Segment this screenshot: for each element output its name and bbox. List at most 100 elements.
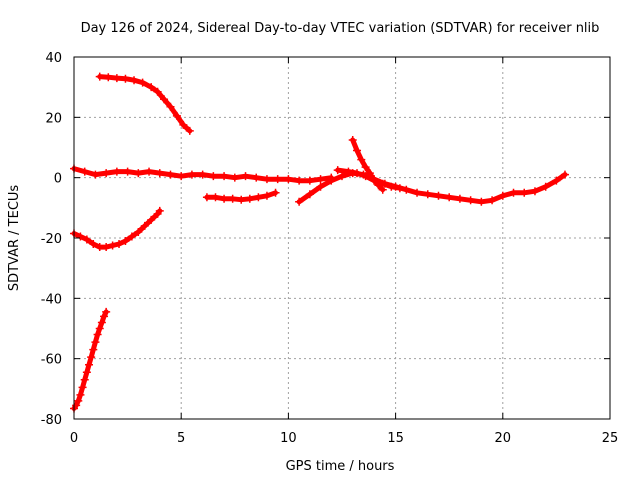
data-point-marker bbox=[211, 193, 220, 202]
data-point-marker bbox=[413, 188, 422, 197]
data-point-marker bbox=[97, 318, 106, 327]
series-arc-5 bbox=[202, 188, 280, 204]
data-point-marker bbox=[353, 146, 362, 155]
data-point-marker bbox=[488, 196, 497, 205]
data-point-marker bbox=[187, 170, 196, 179]
x-tick-label: 5 bbox=[177, 431, 185, 446]
data-point-marker bbox=[361, 172, 370, 181]
data-point-marker bbox=[155, 206, 164, 215]
x-tick-labels: 0 5 10 15 20 25 bbox=[70, 431, 618, 446]
data-point-marker bbox=[123, 167, 132, 176]
data-point-marker bbox=[138, 78, 147, 87]
data-point-marker bbox=[220, 172, 229, 181]
y-tick-label: -40 bbox=[41, 292, 62, 307]
data-point-marker bbox=[100, 312, 109, 321]
data-point-marker bbox=[209, 172, 218, 181]
data-point-marker bbox=[140, 221, 149, 230]
x-tick-label: 25 bbox=[602, 431, 619, 446]
data-point-marker bbox=[198, 170, 207, 179]
data-point-marker bbox=[541, 182, 550, 191]
data-point-marker bbox=[80, 167, 89, 176]
data-point-marker bbox=[115, 240, 124, 249]
data-point-marker bbox=[273, 175, 282, 184]
data-point-marker bbox=[509, 188, 518, 197]
data-point-marker bbox=[295, 176, 304, 185]
data-point-marker bbox=[179, 120, 188, 129]
data-point-marker bbox=[80, 375, 89, 384]
data-point-marker bbox=[252, 173, 261, 182]
data-point-marker bbox=[402, 185, 411, 194]
data-point-marker bbox=[172, 111, 181, 120]
data-point-marker bbox=[102, 243, 111, 252]
data-point-marker bbox=[365, 169, 374, 178]
data-point-marker bbox=[374, 181, 383, 190]
data-point-marker bbox=[220, 194, 229, 203]
series-arc-6 bbox=[295, 169, 569, 206]
data-point-marker bbox=[202, 193, 211, 202]
data-point-marker bbox=[91, 170, 100, 179]
x-tick-label: 10 bbox=[280, 431, 297, 446]
x-tick-label: 0 bbox=[70, 431, 78, 446]
data-point-marker bbox=[245, 194, 254, 203]
data-point-marker bbox=[338, 172, 346, 181]
data-point-marker bbox=[91, 338, 100, 347]
data-point-marker bbox=[95, 72, 104, 81]
series-line bbox=[71, 309, 109, 411]
data-point-marker bbox=[78, 383, 87, 392]
x-tick-label: 20 bbox=[495, 431, 512, 446]
data-point-marker bbox=[357, 155, 366, 164]
data-point-marker bbox=[520, 188, 529, 197]
data-point-marker bbox=[230, 173, 239, 182]
x-tick-label: 15 bbox=[387, 431, 404, 446]
data-point-marker bbox=[134, 227, 143, 236]
data-point-marker bbox=[228, 194, 237, 203]
data-point-marker bbox=[295, 197, 304, 206]
data-series-group bbox=[70, 72, 569, 413]
data-point-marker bbox=[370, 176, 379, 185]
data-point-marker bbox=[466, 196, 475, 205]
data-point-marker bbox=[241, 172, 250, 181]
data-point-marker bbox=[95, 324, 104, 333]
data-point-marker bbox=[455, 194, 464, 203]
series-line bbox=[97, 74, 193, 134]
series-arc-3 bbox=[95, 72, 194, 135]
data-point-marker bbox=[108, 241, 117, 250]
y-tick-label: -20 bbox=[41, 232, 62, 247]
data-point-marker bbox=[160, 95, 169, 104]
data-point-marker bbox=[112, 167, 121, 176]
data-point-marker bbox=[560, 170, 569, 179]
data-point-marker bbox=[477, 197, 486, 206]
data-point-marker bbox=[147, 215, 156, 224]
data-point-marker bbox=[185, 126, 194, 135]
data-point-marker bbox=[530, 187, 539, 196]
data-point-marker bbox=[271, 188, 280, 197]
data-point-marker bbox=[104, 73, 113, 82]
data-point-marker bbox=[387, 182, 396, 191]
data-point-marker bbox=[145, 167, 154, 176]
y-tick-labels: -80 -60 -40 -20 0 20 40 bbox=[41, 51, 62, 428]
y-tick-label: 20 bbox=[45, 111, 62, 126]
data-point-marker bbox=[348, 135, 357, 144]
grid-lines bbox=[74, 57, 610, 419]
data-point-marker bbox=[72, 401, 81, 410]
data-point-marker bbox=[134, 169, 143, 178]
data-point-marker bbox=[147, 83, 156, 92]
data-point-marker bbox=[316, 175, 325, 184]
data-point-marker bbox=[254, 193, 263, 202]
data-point-marker bbox=[85, 360, 94, 369]
series-arc-4 bbox=[70, 164, 336, 185]
data-point-marker bbox=[423, 190, 432, 199]
data-point-marker bbox=[82, 368, 91, 377]
data-point-marker bbox=[76, 232, 85, 241]
y-axis-label: SDTVAR / TECUs bbox=[7, 185, 22, 292]
data-point-marker bbox=[87, 353, 96, 362]
data-point-marker bbox=[361, 163, 370, 172]
data-point-marker bbox=[262, 191, 271, 200]
x-axis-label: GPS time / hours bbox=[286, 459, 395, 474]
y-tick-label: 0 bbox=[54, 172, 62, 187]
data-point-marker bbox=[284, 175, 293, 184]
data-point-marker bbox=[112, 74, 121, 83]
data-point-marker bbox=[333, 166, 342, 175]
data-point-marker bbox=[82, 235, 91, 244]
